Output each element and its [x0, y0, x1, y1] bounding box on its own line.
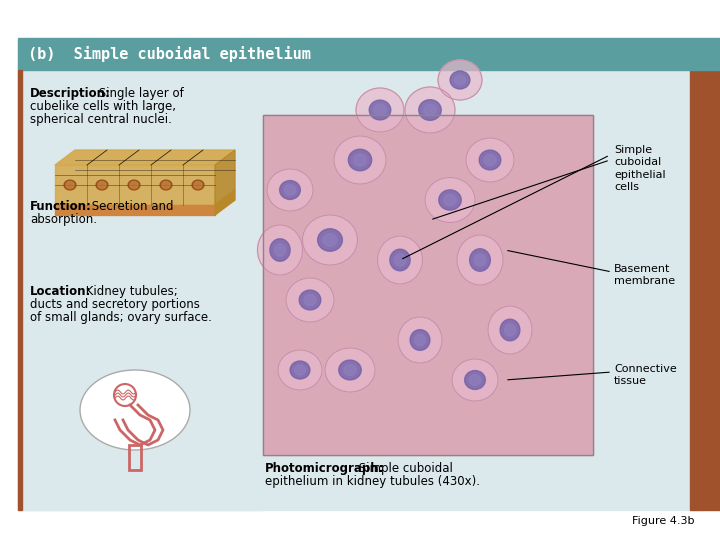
Ellipse shape: [424, 104, 436, 116]
Ellipse shape: [194, 181, 202, 188]
Text: spherical central nuclei.: spherical central nuclei.: [30, 113, 172, 126]
Bar: [18, 40, 702, 510]
Ellipse shape: [415, 334, 426, 346]
Ellipse shape: [96, 180, 108, 190]
Text: Simple
cuboidal
epithelial
cells: Simple cuboidal epithelial cells: [614, 145, 665, 192]
Ellipse shape: [160, 180, 172, 190]
Ellipse shape: [279, 180, 300, 199]
Ellipse shape: [98, 181, 106, 188]
Bar: [263, 115, 593, 455]
Ellipse shape: [469, 375, 481, 385]
Text: ducts and secretory portions: ducts and secretory portions: [30, 298, 200, 311]
Ellipse shape: [290, 361, 310, 379]
Text: Location:: Location:: [30, 285, 91, 298]
Ellipse shape: [323, 234, 337, 246]
Ellipse shape: [500, 319, 520, 341]
Polygon shape: [215, 150, 235, 205]
Text: Figure 4.3b: Figure 4.3b: [632, 516, 695, 526]
Text: Simple cuboidal: Simple cuboidal: [355, 462, 453, 475]
Text: Connective
tissue: Connective tissue: [614, 364, 677, 387]
Ellipse shape: [302, 215, 358, 265]
Ellipse shape: [356, 88, 404, 132]
Text: Function:: Function:: [30, 200, 92, 213]
Ellipse shape: [354, 154, 366, 166]
Bar: [129, 445, 141, 470]
Bar: [690, 40, 720, 510]
Ellipse shape: [484, 154, 496, 165]
Ellipse shape: [390, 249, 410, 271]
Ellipse shape: [64, 180, 76, 190]
Bar: [263, 115, 593, 455]
Ellipse shape: [469, 249, 490, 271]
Text: Secretion and: Secretion and: [88, 200, 174, 213]
Ellipse shape: [66, 181, 74, 188]
Ellipse shape: [425, 178, 475, 222]
Ellipse shape: [294, 365, 305, 375]
Ellipse shape: [348, 149, 372, 171]
Ellipse shape: [286, 278, 334, 322]
Ellipse shape: [454, 75, 466, 85]
Text: absorption.: absorption.: [30, 213, 97, 226]
Ellipse shape: [377, 236, 423, 284]
Ellipse shape: [488, 306, 532, 354]
Ellipse shape: [343, 364, 356, 375]
Ellipse shape: [80, 370, 190, 450]
Ellipse shape: [192, 180, 204, 190]
Bar: [263, 115, 593, 455]
Text: Basement
membrane: Basement membrane: [614, 264, 675, 286]
Ellipse shape: [258, 225, 302, 275]
Bar: [18, 70, 263, 510]
Ellipse shape: [278, 350, 322, 390]
Text: Photomicrograph:: Photomicrograph:: [265, 462, 384, 475]
Ellipse shape: [130, 181, 138, 188]
Ellipse shape: [419, 100, 441, 120]
Ellipse shape: [395, 254, 405, 266]
Ellipse shape: [450, 71, 470, 89]
Ellipse shape: [452, 359, 498, 401]
Ellipse shape: [334, 136, 386, 184]
Ellipse shape: [267, 169, 313, 211]
Ellipse shape: [338, 360, 361, 380]
Text: (b)  Simple cuboidal epithelium: (b) Simple cuboidal epithelium: [28, 46, 311, 62]
Ellipse shape: [374, 105, 386, 116]
Ellipse shape: [438, 60, 482, 100]
Ellipse shape: [369, 100, 391, 120]
Text: Single layer of: Single layer of: [95, 87, 184, 100]
Text: Description:: Description:: [30, 87, 111, 100]
Ellipse shape: [300, 290, 321, 310]
Ellipse shape: [474, 254, 486, 266]
Polygon shape: [55, 165, 215, 205]
Ellipse shape: [284, 185, 296, 195]
Bar: [18, 38, 720, 70]
Polygon shape: [55, 150, 235, 165]
Ellipse shape: [325, 348, 375, 392]
Ellipse shape: [162, 181, 170, 188]
Ellipse shape: [270, 239, 290, 261]
Text: cubelike cells with large,: cubelike cells with large,: [30, 100, 176, 113]
Polygon shape: [55, 205, 215, 215]
Text: of small glands; ovary surface.: of small glands; ovary surface.: [30, 311, 212, 324]
Ellipse shape: [444, 194, 456, 206]
Ellipse shape: [398, 317, 442, 363]
Ellipse shape: [410, 329, 430, 350]
Ellipse shape: [505, 324, 516, 336]
Ellipse shape: [457, 235, 503, 285]
Ellipse shape: [405, 87, 455, 133]
Ellipse shape: [318, 229, 343, 251]
Ellipse shape: [464, 370, 485, 389]
Text: Kidney tubules;: Kidney tubules;: [82, 285, 178, 298]
Ellipse shape: [304, 294, 316, 306]
Ellipse shape: [438, 190, 462, 210]
Polygon shape: [215, 190, 235, 215]
Text: epithelium in kidney tubules (430x).: epithelium in kidney tubules (430x).: [265, 475, 480, 488]
Ellipse shape: [480, 150, 501, 170]
Ellipse shape: [466, 138, 514, 182]
Ellipse shape: [128, 180, 140, 190]
Bar: [18, 70, 22, 510]
Ellipse shape: [274, 244, 286, 256]
